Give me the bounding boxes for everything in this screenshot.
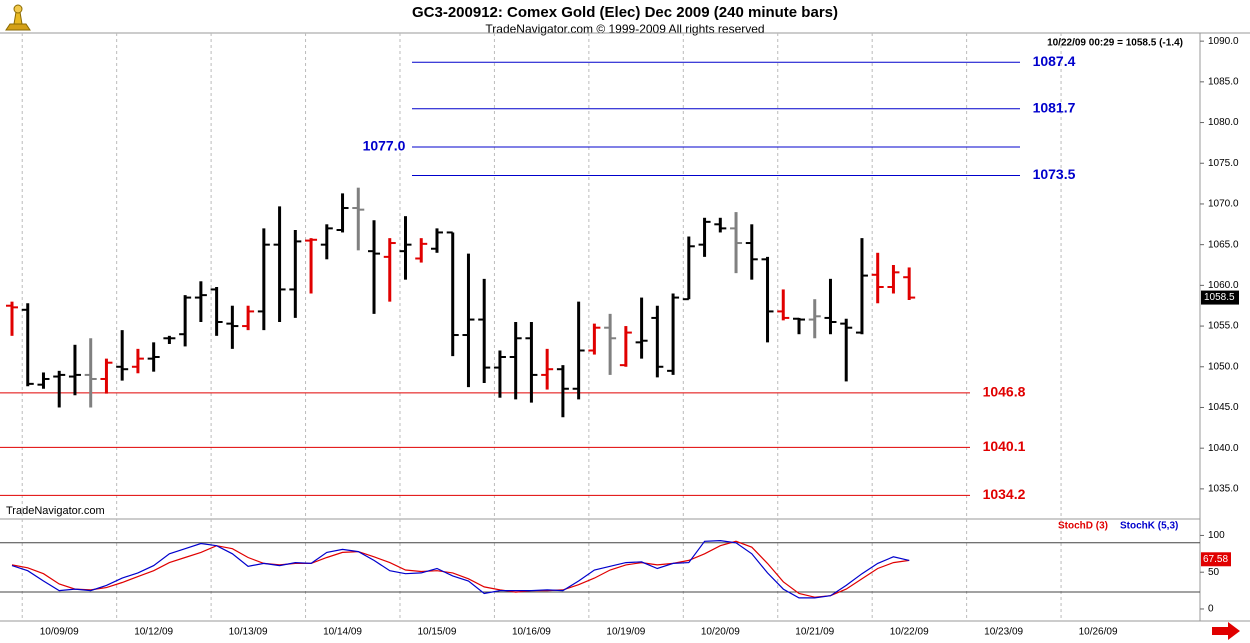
x-tick-label: 10/26/09	[1079, 627, 1118, 638]
stoch-line	[11, 539, 910, 599]
y-tick-label: 0	[1208, 604, 1214, 615]
y-tick-label: 1065.0	[1208, 239, 1239, 250]
last-value: 1058.5	[1204, 292, 1235, 303]
legend-entry: StochK (5,3)	[1120, 521, 1178, 532]
x-tick-label: 10/13/09	[229, 627, 268, 638]
level-label: 1073.5	[1033, 166, 1076, 182]
y-tick-label: 100	[1208, 530, 1225, 541]
chart-subtitle: TradeNavigator.com © 1999-2009 All right…	[485, 22, 764, 36]
level-label: 1087.4	[1033, 53, 1076, 69]
x-tick-label: 10/16/09	[512, 627, 551, 638]
x-tick-label: 10/23/09	[984, 627, 1023, 638]
y-tick-label: 1075.0	[1208, 158, 1239, 169]
level-label: 1077.0	[363, 138, 406, 154]
last-value-box	[1201, 552, 1231, 567]
x-tick-label: 10/12/09	[134, 627, 173, 638]
last-value-box	[1201, 290, 1239, 305]
level-label: 1040.1	[983, 438, 1026, 454]
chart-title: GC3-200912: Comex Gold (Elec) Dec 2009 (…	[412, 4, 838, 21]
y-tick-label: 1060.0	[1208, 280, 1239, 291]
x-tick-label: 10/19/09	[606, 627, 645, 638]
x-tick-label: 10/14/09	[323, 627, 362, 638]
legend-entry: StochD (3)	[1058, 521, 1108, 532]
level-label: 1034.2	[983, 486, 1026, 502]
y-tick-label: 1085.0	[1208, 76, 1239, 87]
y-tick-label: 1070.0	[1208, 199, 1239, 210]
x-tick-label: 10/22/09	[890, 627, 929, 638]
y-tick-label: 1090.0	[1208, 36, 1239, 47]
header-info: 10/22/09 00:29 = 1058.5 (-1.4)	[1047, 38, 1183, 49]
x-tick-label: 10/20/09	[701, 627, 740, 638]
x-tick-label: 10/21/09	[795, 627, 834, 638]
y-tick-label: 1045.0	[1208, 402, 1239, 413]
level-label: 1046.8	[983, 384, 1026, 400]
watermark: TradeNavigator.com	[6, 505, 105, 517]
x-tick-label: 10/15/09	[418, 627, 457, 638]
last-value: 67.58	[1203, 554, 1228, 565]
y-tick-label: 50	[1208, 567, 1220, 578]
stoch-line	[11, 540, 910, 598]
y-tick-label: 1050.0	[1208, 361, 1239, 372]
y-tick-label: 1035.0	[1208, 484, 1239, 495]
y-tick-label: 1080.0	[1208, 117, 1239, 128]
x-tick-label: 10/09/09	[40, 627, 79, 638]
level-label: 1081.7	[1033, 99, 1076, 115]
y-tick-label: 1040.0	[1208, 443, 1239, 454]
scroll-arrow[interactable]	[1212, 622, 1240, 640]
logo-icon	[5, 4, 31, 31]
y-tick-label: 1055.0	[1208, 321, 1239, 332]
